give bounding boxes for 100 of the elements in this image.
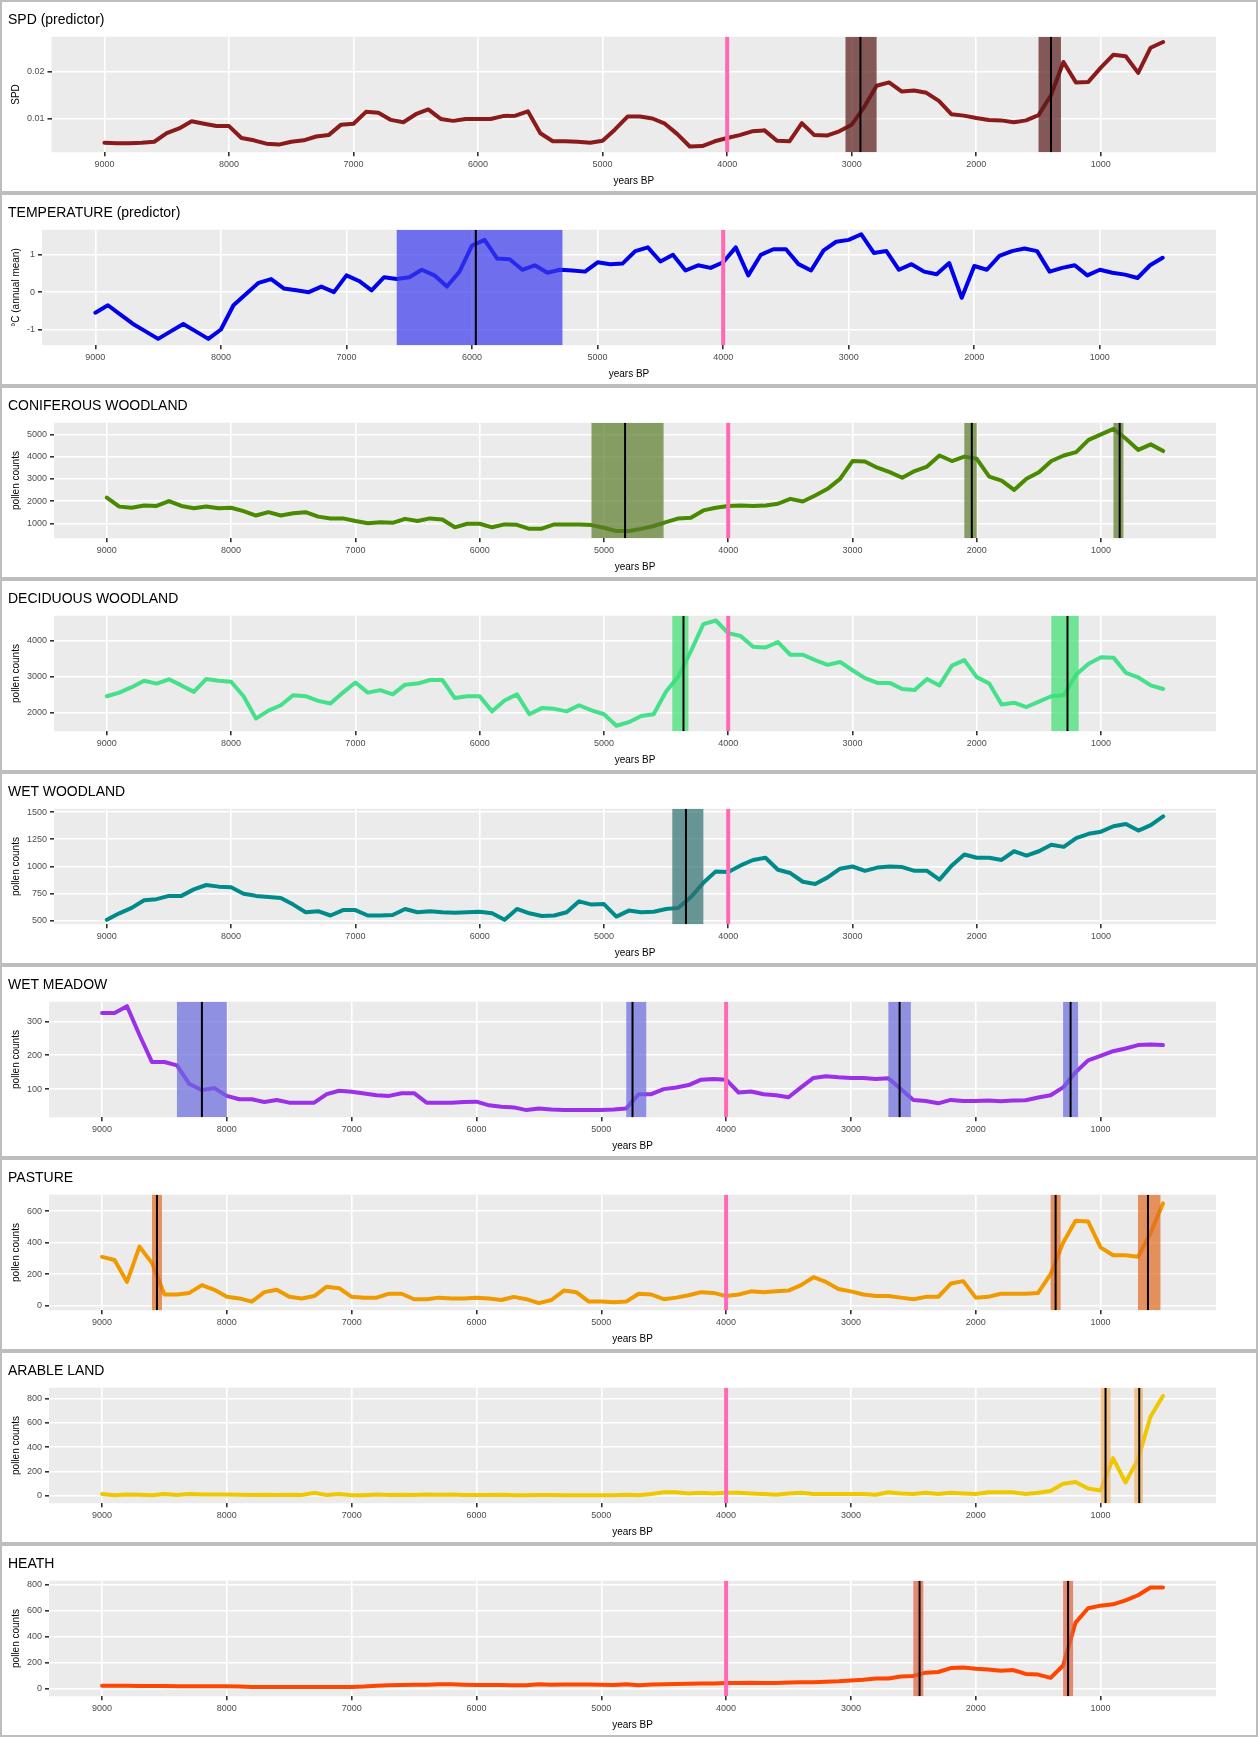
x-tick-label: 5000	[591, 1510, 612, 1521]
y-tick-label: 600	[26, 1605, 43, 1616]
x-tick-label: 8000	[216, 1317, 237, 1328]
x-tick-label: 2000	[966, 931, 987, 942]
y-axis-title: pollen counts	[9, 644, 21, 703]
chart-title: ARABLE LAND	[8, 1362, 105, 1379]
x-tick-label: 2000	[966, 545, 987, 556]
x-axis-title: years BP	[612, 1525, 654, 1537]
x-tick-label: 4000	[713, 352, 734, 363]
chart-title: SPD (predictor)	[8, 11, 105, 28]
x-tick-label: 4000	[718, 545, 739, 556]
x-tick-label: 7000	[341, 1317, 362, 1328]
x-tick-label: 1000	[1090, 1124, 1111, 1135]
x-tick-label: 8000	[216, 1703, 237, 1714]
y-tick-label: 1000	[26, 860, 48, 871]
y-tick-label: 200	[26, 1268, 43, 1279]
x-tick-label: 2000	[964, 352, 985, 363]
y-tick-label: 3000	[26, 670, 48, 681]
chart-title: PASTURE	[8, 1169, 74, 1186]
x-axis-title: years BP	[614, 560, 656, 572]
x-tick-label: 8000	[221, 738, 242, 749]
x-tick-label: 3000	[840, 1124, 861, 1135]
x-tick-label: 5000	[591, 1317, 612, 1328]
y-tick-label: 1000	[26, 517, 48, 528]
x-tick-label: 3000	[840, 1510, 861, 1521]
x-tick-label: 6000	[466, 1703, 487, 1714]
x-tick-label: 3000	[841, 159, 862, 170]
y-axis-title: pollen counts	[9, 1223, 21, 1282]
x-tick-label: 5000	[591, 1124, 612, 1135]
x-tick-label: 3000	[840, 1703, 861, 1714]
y-tick-label: 5000	[26, 428, 48, 439]
y-tick-label: 600	[26, 1205, 43, 1216]
chart-title: WET MEADOW	[8, 976, 109, 993]
y-axis-title: pollen counts	[9, 1416, 21, 1475]
y-tick-label: 200	[26, 1466, 43, 1477]
x-tick-label: 5000	[587, 352, 608, 363]
y-tick-label: 1250	[26, 833, 48, 844]
x-axis-title: years BP	[612, 1718, 654, 1730]
x-tick-label: 8000	[216, 1510, 237, 1521]
y-tick-label: 600	[26, 1417, 43, 1428]
x-tick-label: 7000	[345, 931, 366, 942]
x-axis-title: years BP	[612, 1139, 654, 1151]
x-tick-label: 7000	[341, 1124, 362, 1135]
x-tick-label: 7000	[341, 1703, 362, 1714]
x-tick-label: 9000	[85, 352, 106, 363]
x-tick-label: 8000	[221, 545, 242, 556]
y-tick-label: 750	[31, 888, 48, 899]
y-tick-label: 400	[26, 1237, 43, 1248]
y-tick-label: 4000	[26, 451, 48, 462]
y-axis-title: °C (annual mean)	[9, 248, 21, 327]
y-tick-label: 2000	[26, 495, 48, 506]
y-tick-label: 0	[37, 1299, 43, 1310]
x-tick-label: 7000	[345, 545, 366, 556]
y-tick-label: 100	[26, 1083, 43, 1094]
y-axis-title: SPD	[9, 84, 21, 105]
x-tick-label: 4000	[716, 1510, 737, 1521]
y-tick-label: 0	[37, 1490, 43, 1501]
x-tick-label: 2000	[965, 1703, 986, 1714]
x-tick-label: 5000	[593, 931, 614, 942]
y-axis-title: pollen counts	[9, 1030, 21, 1089]
x-tick-label: 9000	[92, 1703, 113, 1714]
x-tick-label: 1000	[1090, 1703, 1111, 1714]
x-tick-label: 6000	[468, 159, 489, 170]
x-tick-label: 1000	[1090, 1510, 1111, 1521]
x-tick-label: 4000	[718, 931, 739, 942]
y-tick-label: 2000	[26, 706, 48, 717]
x-tick-label: 9000	[92, 1510, 113, 1521]
y-tick-label: 0.02	[26, 65, 45, 76]
x-tick-label: 5000	[592, 159, 613, 170]
x-tick-label: 1000	[1091, 738, 1112, 749]
x-tick-label: 6000	[469, 545, 490, 556]
y-tick-label: 200	[26, 1049, 43, 1060]
x-axis-title: years BP	[608, 367, 650, 379]
x-tick-label: 7000	[336, 352, 357, 363]
x-tick-label: 1000	[1090, 1317, 1111, 1328]
y-tick-label: 0	[37, 1683, 43, 1694]
x-tick-label: 3000	[842, 931, 863, 942]
x-tick-label: 7000	[343, 159, 364, 170]
y-tick-label: 400	[26, 1441, 43, 1452]
chart-title: HEATH	[8, 1555, 55, 1572]
chart-title: DECIDUOUS WOODLAND	[8, 590, 179, 607]
x-axis-title: years BP	[613, 174, 655, 186]
y-tick-label: 0	[29, 286, 35, 297]
y-axis-title: pollen counts	[9, 451, 21, 510]
x-tick-label: 6000	[466, 1124, 487, 1135]
chart-title: CONIFEROUS WOODLAND	[8, 397, 188, 414]
x-tick-label: 6000	[462, 352, 483, 363]
chart-title: WET WOODLAND	[8, 783, 126, 800]
x-tick-label: 4000	[717, 159, 738, 170]
y-tick-label: 4000	[26, 634, 48, 645]
y-tick-label: 400	[26, 1631, 43, 1642]
x-tick-label: 4000	[718, 738, 739, 749]
y-tick-label: 300	[26, 1015, 43, 1026]
x-tick-label: 3000	[842, 738, 863, 749]
y-axis-title: pollen counts	[9, 1609, 21, 1668]
x-tick-label: 9000	[94, 159, 115, 170]
y-tick-label: 0.01	[26, 113, 45, 124]
x-axis-title: years BP	[612, 1332, 654, 1344]
x-tick-label: 3000	[842, 545, 863, 556]
x-tick-label: 7000	[341, 1510, 362, 1521]
